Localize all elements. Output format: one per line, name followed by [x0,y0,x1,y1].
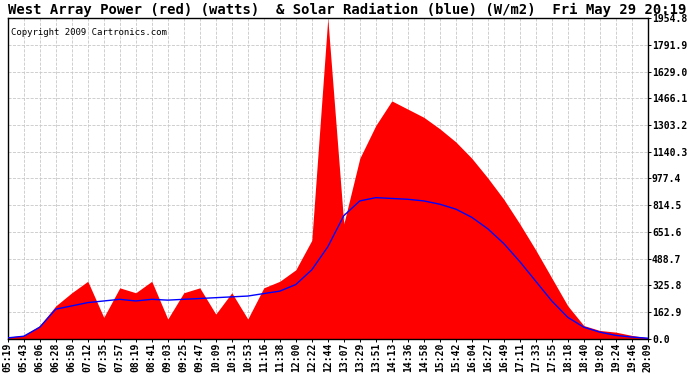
Text: Copyright 2009 Cartronics.com: Copyright 2009 Cartronics.com [11,28,167,37]
Text: West Array Power (red) (watts)  & Solar Radiation (blue) (W/m2)  Fri May 29 20:1: West Array Power (red) (watts) & Solar R… [8,3,686,17]
